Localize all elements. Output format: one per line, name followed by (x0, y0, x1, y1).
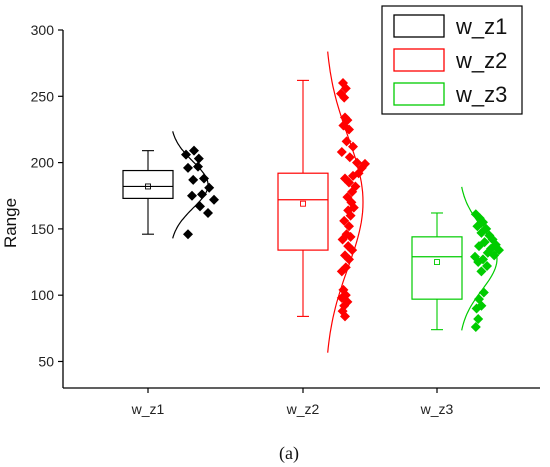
data-point (189, 145, 199, 156)
distribution-curve (461, 186, 498, 331)
box (411, 236, 463, 300)
x-tick-label: w_z3 (420, 401, 454, 417)
data-point (209, 194, 219, 205)
data-point (336, 146, 347, 157)
data-point (348, 170, 358, 181)
y-tick-label: 250 (31, 88, 55, 104)
data-point (474, 241, 484, 252)
data-point (339, 92, 350, 103)
legend-swatch-w_z3 (393, 82, 445, 106)
series-w_z2 (277, 51, 370, 353)
box (122, 169, 174, 199)
mean-marker (434, 259, 440, 265)
data-point (345, 210, 356, 221)
data-point (473, 314, 484, 325)
data-point (337, 234, 348, 245)
data-point (188, 174, 199, 185)
data-point (473, 257, 484, 268)
data-point (340, 83, 351, 94)
distribution-curve (172, 131, 209, 239)
y-tick-label: 100 (31, 287, 55, 303)
legend-box (381, 5, 523, 115)
legend-swatch-w_z2 (393, 48, 445, 72)
mean-marker (300, 200, 306, 207)
y-tick-label: 150 (31, 221, 55, 237)
data-point (183, 229, 193, 240)
data-point (197, 189, 207, 200)
distribution-curve (327, 51, 364, 353)
y-tick-label: 300 (31, 22, 55, 38)
y-tick-label: 50 (38, 353, 54, 369)
data-point (344, 221, 354, 232)
data-point (471, 303, 482, 314)
x-tick-label: w_z2 (286, 401, 320, 417)
data-point (340, 311, 350, 322)
y-tick-label: 200 (31, 155, 55, 171)
legend-label-w_z1: w_z1 (455, 14, 507, 39)
data-point (187, 190, 197, 201)
box (277, 172, 329, 251)
data-point (344, 152, 355, 163)
figure-caption: (a) (279, 443, 299, 464)
legend: w_z1 w_z2 w_z3 (381, 5, 523, 115)
series-w_z1 (122, 131, 219, 240)
x-tick-label: w_z1 (131, 401, 165, 417)
series-w_z3 (411, 186, 504, 333)
mean-marker (145, 183, 151, 190)
data-point (204, 182, 215, 193)
legend-label-w_z3: w_z3 (455, 82, 507, 107)
data-point (482, 261, 492, 272)
data-point (339, 215, 350, 226)
data-point (195, 201, 205, 212)
data-point (347, 186, 358, 197)
data-point (183, 162, 193, 173)
y-axis-label: Range (1, 198, 20, 248)
data-point (203, 207, 213, 218)
data-point (199, 173, 209, 184)
data-point (344, 177, 354, 188)
legend-swatch-w_z1 (393, 14, 445, 38)
legend-label-w_z2: w_z2 (455, 48, 507, 73)
plot-area (122, 51, 504, 353)
data-point (345, 231, 356, 242)
data-point (336, 266, 347, 277)
data-point (476, 266, 487, 277)
axes: 50 100 150 200 250 300 w_z1 w_z2 w_z3 (31, 22, 540, 417)
data-point (193, 153, 204, 164)
data-point (470, 322, 481, 333)
